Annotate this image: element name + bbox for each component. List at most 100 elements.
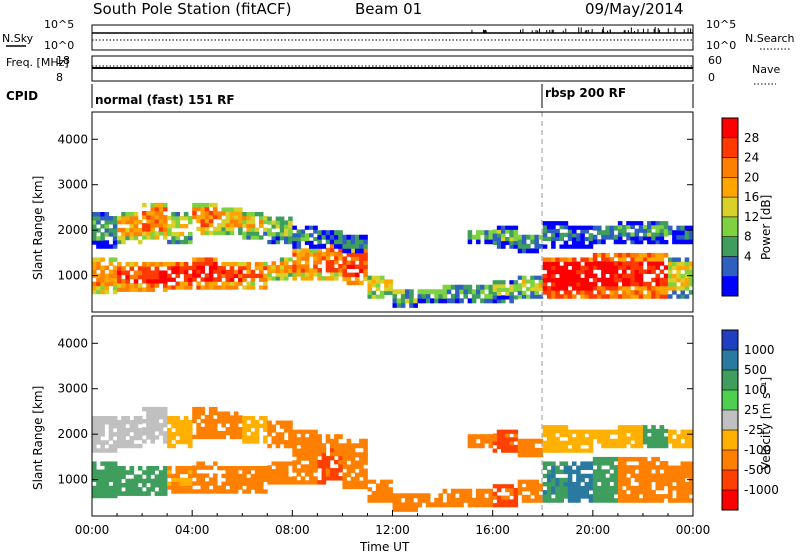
heatmap-cell — [626, 477, 631, 483]
heatmap-cell — [375, 275, 381, 280]
heatmap-cell — [117, 435, 122, 441]
heatmap-cell — [501, 237, 506, 242]
heatmap-cell — [509, 484, 514, 489]
heatmap-cell — [651, 265, 656, 270]
heatmap-cell — [551, 432, 556, 438]
heatmap-cell — [142, 431, 147, 436]
heatmap-cell — [480, 284, 485, 290]
heatmap-cell — [267, 480, 272, 485]
heatmap-cell — [187, 481, 193, 486]
heatmap-cell — [459, 502, 464, 508]
heatmap-cell — [638, 465, 644, 470]
heatmap-cell — [258, 473, 264, 479]
heatmap-cell — [530, 275, 535, 280]
heatmap-cell — [112, 440, 118, 445]
heatmap-cell — [605, 269, 610, 274]
heatmap-cell — [129, 227, 135, 233]
heatmap-cell — [208, 430, 214, 436]
heatmap-cell — [325, 476, 331, 481]
heatmap-cell — [309, 252, 314, 257]
heatmap-cell — [313, 244, 318, 249]
heatmap-cell — [179, 466, 185, 471]
heatmap-cell — [521, 283, 527, 288]
heatmap-cell — [588, 257, 594, 262]
heatmap-cell — [617, 221, 623, 226]
heatmap-cell — [229, 285, 235, 290]
heatmap-cell — [192, 418, 197, 424]
heatmap-cell — [187, 473, 193, 479]
heatmap-cell — [346, 248, 352, 254]
heatmap-cell — [100, 273, 105, 279]
heatmap-cell — [651, 290, 656, 295]
heatmap-cell — [92, 489, 97, 495]
heatmap-cell — [613, 225, 619, 231]
heatmap-cell — [300, 444, 306, 449]
heatmap-cell — [542, 428, 548, 434]
heatmap-cell — [638, 224, 644, 230]
heatmap-cell — [162, 435, 168, 440]
heatmap-cell — [530, 452, 535, 458]
heatmap-cell — [672, 257, 677, 262]
heatmap-cell — [221, 481, 226, 486]
heatmap-cell — [150, 274, 155, 280]
heatmap-cell — [296, 480, 302, 485]
heatmap-cell — [117, 235, 122, 241]
velocity-cells — [92, 406, 694, 512]
heatmap-cell — [492, 291, 498, 296]
heatmap-cell — [513, 283, 519, 289]
heatmap-cell — [108, 257, 114, 262]
heatmap-cell — [613, 481, 619, 487]
colorbar-swatch — [722, 216, 738, 237]
heatmap-cell — [409, 493, 414, 499]
heatmap-cell — [613, 269, 619, 274]
heatmap-cell — [450, 493, 456, 499]
heatmap-cell — [125, 231, 130, 237]
heatmap-cell — [250, 431, 256, 436]
heatmap-cell — [676, 265, 681, 271]
heatmap-cell — [283, 261, 289, 266]
heatmap-cell — [175, 223, 181, 229]
heatmap-cell — [146, 435, 151, 440]
heatmap-cell — [329, 247, 335, 253]
heatmap-cell — [667, 486, 673, 491]
heatmap-cell — [597, 230, 602, 236]
heatmap-cell — [513, 495, 519, 500]
heatmap-cell — [542, 473, 548, 479]
heatmap-cell — [688, 469, 694, 475]
colorbar-tick-label: 16 — [744, 190, 759, 204]
heatmap-cell — [496, 280, 502, 285]
heatmap-cell — [379, 279, 385, 284]
heatmap-cell — [672, 498, 677, 503]
heatmap-cell — [208, 202, 214, 208]
heatmap-cell — [571, 229, 577, 234]
heatmap-cell — [630, 498, 635, 503]
heatmap-cell — [442, 284, 448, 290]
heatmap-cell — [580, 448, 585, 453]
heatmap-cell — [463, 497, 469, 503]
heatmap-cell — [221, 489, 226, 494]
heatmap-cell — [204, 214, 210, 220]
heatmap-cell — [304, 429, 310, 434]
heatmap-cell — [688, 481, 694, 487]
heatmap-cell — [108, 489, 114, 495]
heatmap-cell — [396, 302, 402, 308]
heatmap-cell — [296, 468, 302, 473]
heatmap-cell — [576, 481, 581, 487]
heatmap-cell — [676, 225, 681, 231]
heatmap-cell — [663, 224, 669, 230]
heatmap-cell — [104, 465, 110, 470]
heatmap-cell — [254, 231, 260, 236]
heatmap-cell — [379, 479, 385, 484]
heatmap-cell — [576, 498, 581, 503]
heatmap-cell — [300, 264, 306, 269]
heatmap-cell — [296, 272, 302, 277]
heatmap-cell — [684, 230, 690, 236]
heatmap-cell — [187, 443, 193, 449]
heatmap-cell — [680, 282, 686, 287]
heatmap-cell — [100, 257, 105, 262]
heatmap-cell — [559, 440, 565, 445]
heatmap-cell — [663, 265, 669, 270]
heatmap-cell — [121, 466, 126, 471]
heatmap-cell — [117, 439, 122, 445]
